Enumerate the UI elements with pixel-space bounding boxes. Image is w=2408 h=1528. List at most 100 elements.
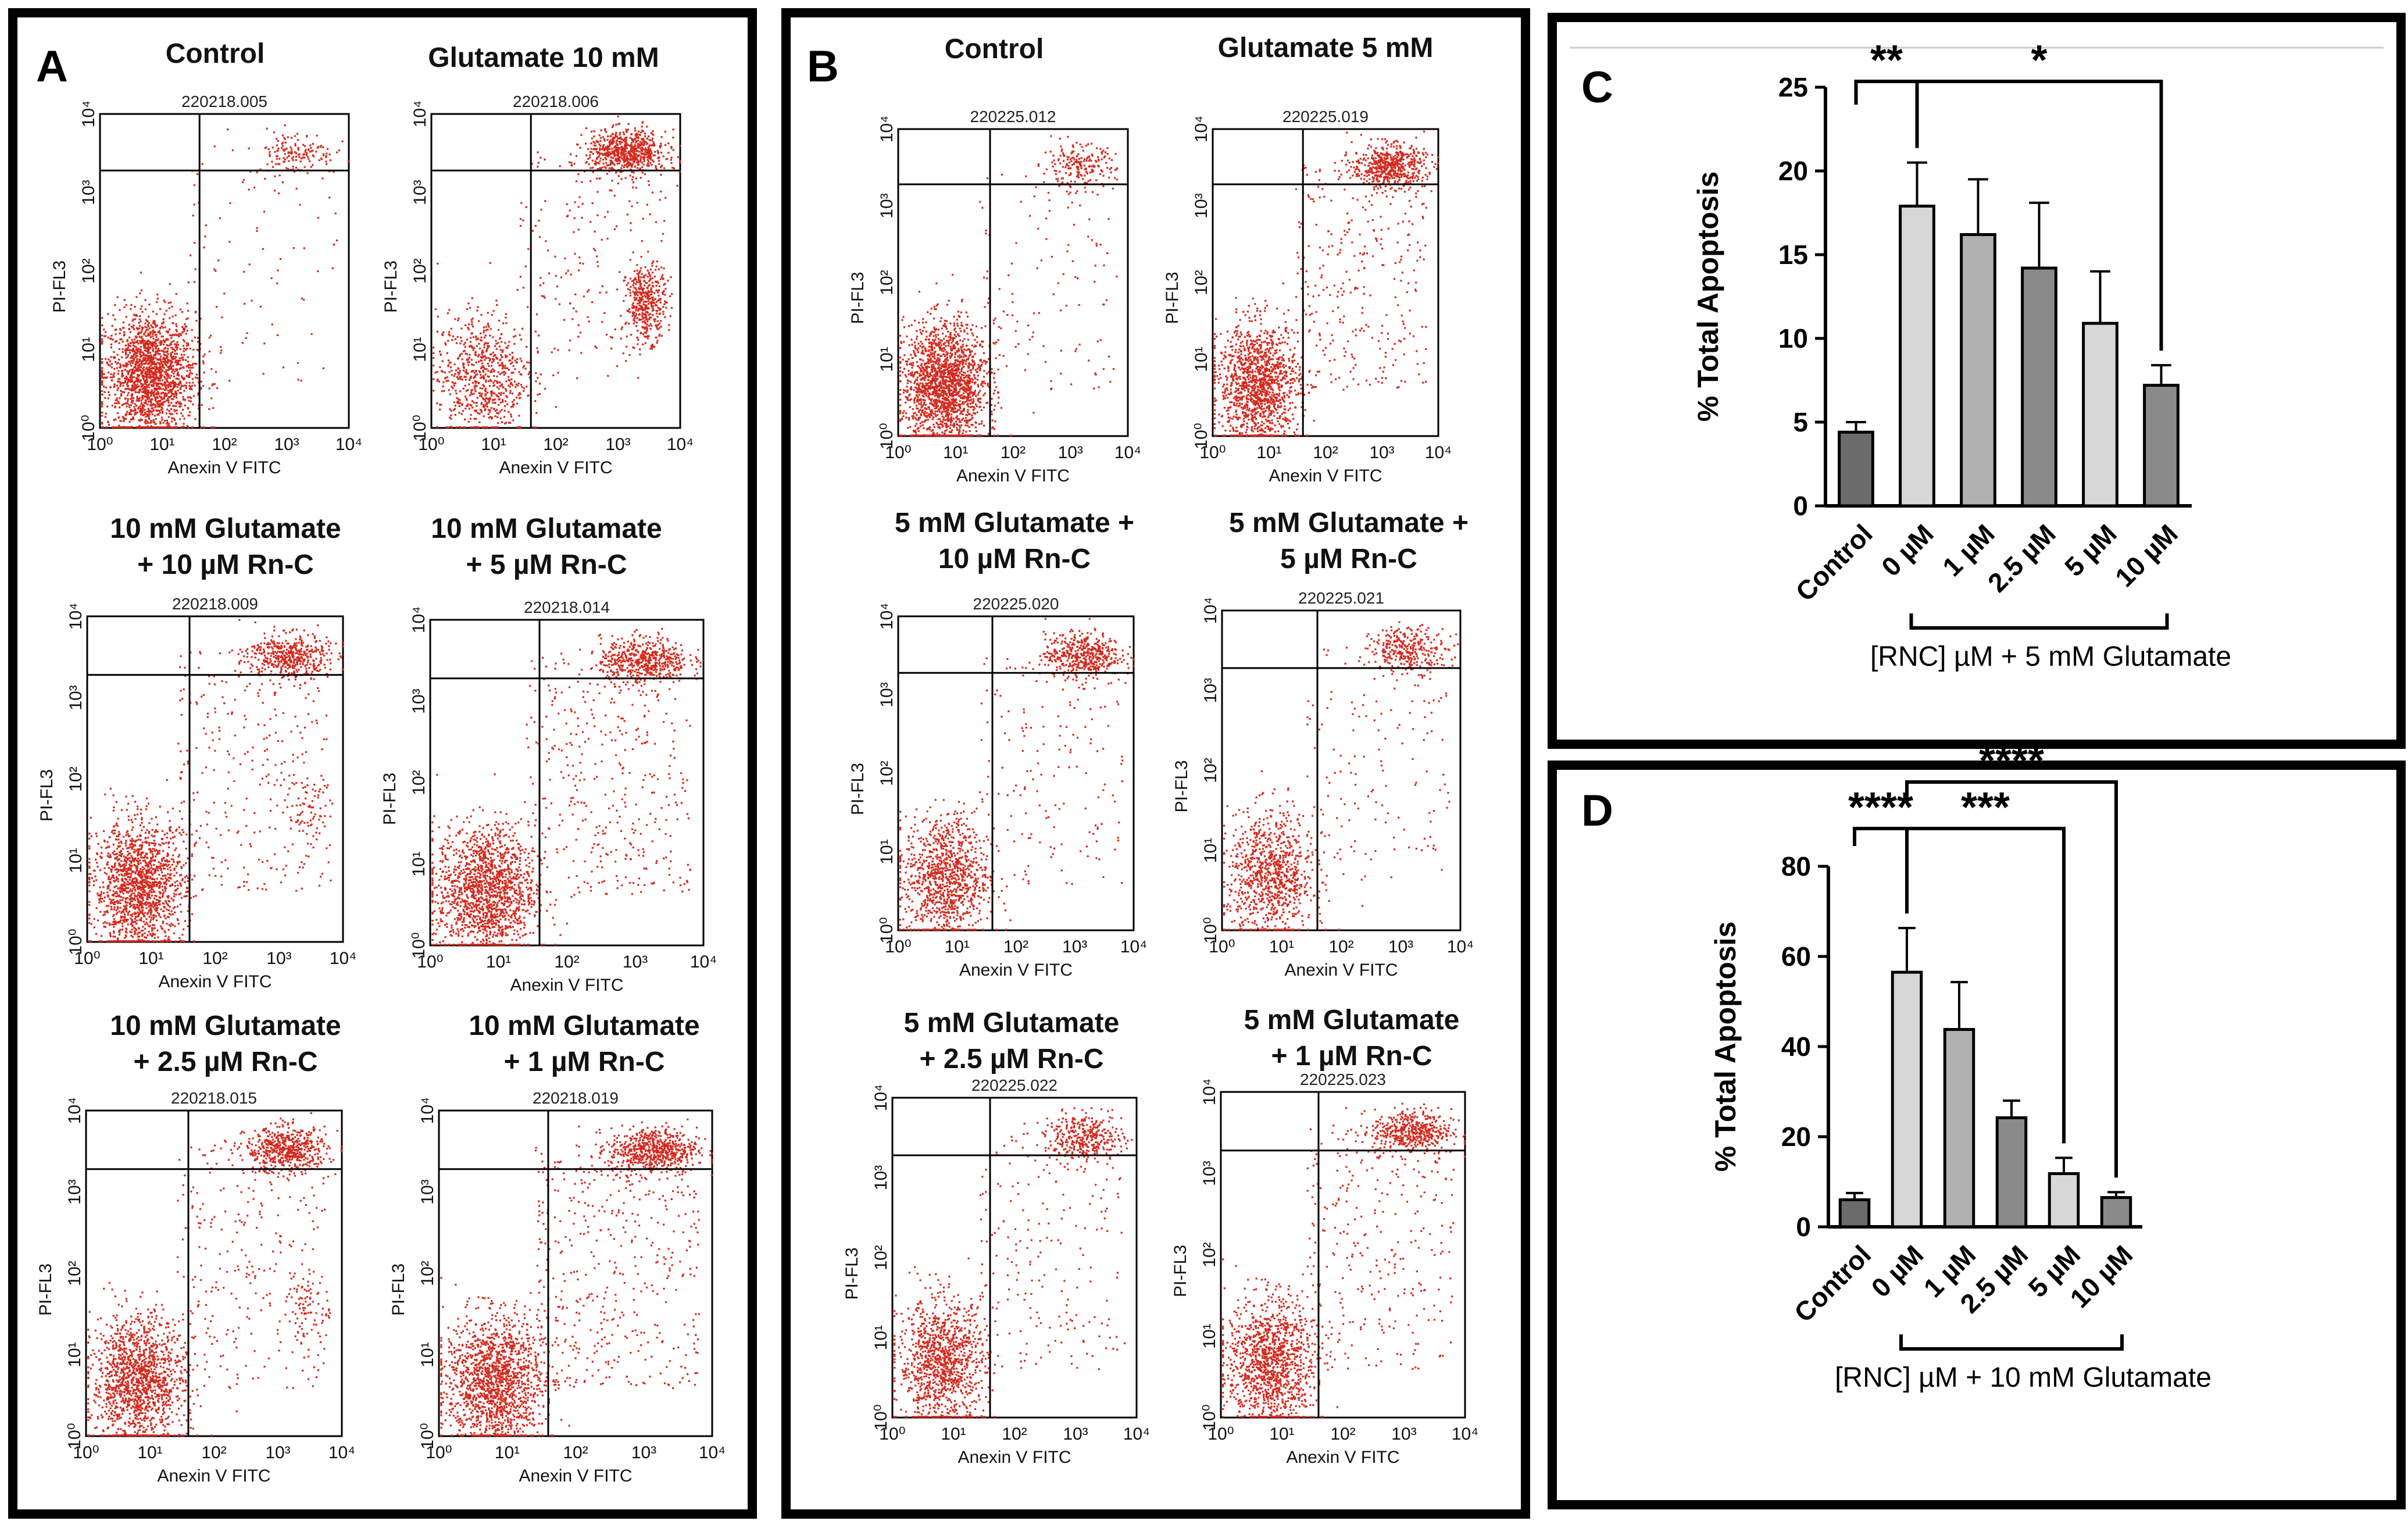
y-tick-label: 10⁴: [1201, 597, 1220, 624]
x-tick-label: 10¹: [941, 1425, 966, 1444]
x-tick-label: 10²: [1328, 937, 1353, 956]
y-axis-label: PI-FL3: [1172, 760, 1191, 812]
x-tick-label: 10³: [1062, 937, 1087, 956]
x-tick-label: 10⁰: [1199, 443, 1226, 462]
y-axis-label: PI-FL3: [1171, 1245, 1190, 1297]
category-label: 0 µM: [1875, 519, 1939, 583]
y-tick-label: 10²: [1201, 758, 1220, 783]
y-tick-label: 10¹: [1200, 1323, 1219, 1348]
category-label: Control: [1789, 519, 1878, 607]
significance-label: ***: [1961, 784, 2010, 831]
y-axis-title: % Total Apoptosis: [1709, 922, 1742, 1172]
sample-id: 220225.022: [971, 1076, 1057, 1094]
x-axis-label: Anexin V FITC: [958, 1448, 1071, 1467]
panelB-plot-4: 5 mM Glutamate + 2.5 µM Rn-C 220225.022 10⁰…: [842, 1008, 1150, 1467]
x-tick-label: 10²: [212, 435, 237, 454]
flow-plot-title: 10 µM Rn-C: [938, 544, 1091, 574]
bar: [1891, 970, 1923, 1229]
sample-id: 220225.019: [1282, 108, 1369, 126]
x-tick-label: 10¹: [486, 952, 511, 972]
flow-plot-frame: [438, 1109, 713, 1437]
x-tick-label: 10²: [1001, 443, 1026, 462]
y-tick-label: 10²: [66, 766, 85, 791]
y-tick-label: 10⁰: [409, 932, 428, 958]
x-tick-label: 10²: [554, 952, 579, 972]
y-axis-label: PI-FL3: [389, 1263, 408, 1316]
panel-d-frame: [1548, 761, 2406, 1509]
significance-label: ****: [1979, 738, 2044, 784]
bar: [1943, 1028, 1975, 1229]
y-tick-label: 0: [1796, 1212, 1811, 1242]
flow-plot-title: 5 µM Rn-C: [1280, 544, 1417, 574]
flow-dots: [101, 124, 350, 429]
x-tick-label: 10⁰: [1209, 937, 1235, 956]
y-tick-label: 10⁴: [409, 606, 428, 633]
flow-dots: [894, 1107, 1133, 1418]
significance-bracket: [1915, 80, 2163, 351]
y-tick-label: 10¹: [409, 851, 428, 876]
x-tick-label: 10¹: [943, 443, 968, 462]
flow-dots: [899, 617, 1135, 931]
x-axis-label: Anexin V FITC: [1284, 961, 1398, 980]
flow-cytometry-plots: Control220218.00510⁰10⁰10¹10¹10²10²10³10…: [36, 33, 1478, 1486]
y-axis-label: PI-FL3: [36, 1263, 55, 1316]
flow-plot-title: + 2.5 µM Rn-C: [133, 1047, 317, 1077]
x-tick-label: 10⁰: [879, 1425, 905, 1444]
y-tick-label: 10⁰: [410, 415, 430, 441]
flow-dots: [431, 628, 702, 946]
sample-id: 220218.015: [171, 1089, 257, 1107]
x-tick-label: 10²: [202, 949, 227, 968]
flow-plot-frame: [1221, 609, 1462, 931]
flow-dots: [899, 135, 1119, 437]
panelB-plot-2: 5 mM Glutamate +10 µM Rn-C220225.02010⁰1…: [848, 508, 1147, 980]
flow-dots: [88, 619, 344, 942]
y-tick-label: 40: [1781, 1031, 1811, 1062]
x-tick-label: 10²: [1330, 1425, 1355, 1444]
y-tick-label: 10⁰: [1192, 423, 1211, 449]
y-tick-label: 20: [1778, 156, 1808, 186]
category-label: 10 µM: [2109, 519, 2184, 593]
flow-plot-frame: [99, 113, 350, 429]
x-tick-label: 10¹: [137, 1443, 162, 1462]
flow-plot-title: Glutamate 10 mM: [428, 42, 659, 73]
flow-plot-frame: [891, 1097, 1138, 1419]
y-tick-label: 10⁰: [877, 917, 896, 943]
x-tick-label: 10¹: [945, 937, 970, 956]
sample-id: 220218.009: [172, 595, 258, 613]
bar: [2021, 266, 2057, 508]
flow-plot-title: + 1 µM Rn-C: [503, 1047, 664, 1077]
y-tick-label: 10³: [1201, 678, 1220, 703]
y-tick-label: 10³: [1200, 1161, 1219, 1186]
y-tick-label: 10³: [409, 688, 428, 713]
flow-plot-title: + 5 µM Rn-C: [466, 549, 627, 580]
panel-label-b: B: [807, 42, 839, 91]
x-tick-label: 10³: [631, 1443, 656, 1462]
sample-id: 220218.019: [533, 1089, 619, 1107]
y-tick-label: 80: [1781, 851, 1811, 881]
sample-id: 220225.021: [1298, 589, 1384, 607]
x-tick-label: 10¹: [149, 435, 174, 454]
x-axis-label: Anexin V FITC: [1286, 1448, 1399, 1467]
flow-plot-title: 5 mM Glutamate +: [895, 508, 1134, 538]
flow-plot-frame: [430, 113, 681, 429]
flow-plot-title: 10 mM Glutamate: [469, 1011, 699, 1041]
significance-label: **: [1870, 37, 1903, 84]
y-axis-label: PI-FL3: [1163, 272, 1182, 324]
y-tick-label: 10⁴: [877, 116, 896, 142]
sample-id: 220218.014: [524, 598, 610, 616]
x-axis-label: Anexin V FITC: [519, 1466, 632, 1486]
flow-dots: [440, 1118, 713, 1437]
x-tick-label: 10³: [265, 1443, 290, 1462]
flow-dots: [87, 1112, 342, 1437]
x-axis-label: Anexin V FITC: [959, 961, 1073, 980]
x-tick-label: 10⁰: [885, 937, 911, 956]
x-tick-label: 10³: [623, 952, 648, 972]
y-tick-label: 10⁴: [871, 1084, 891, 1111]
significance-bracket: [1905, 827, 2066, 1144]
x-tick-label: 10⁴: [328, 1443, 355, 1462]
y-tick-label: 10²: [409, 770, 428, 795]
bar: [1838, 1198, 1871, 1229]
y-tick-label: 10⁰: [79, 415, 98, 441]
